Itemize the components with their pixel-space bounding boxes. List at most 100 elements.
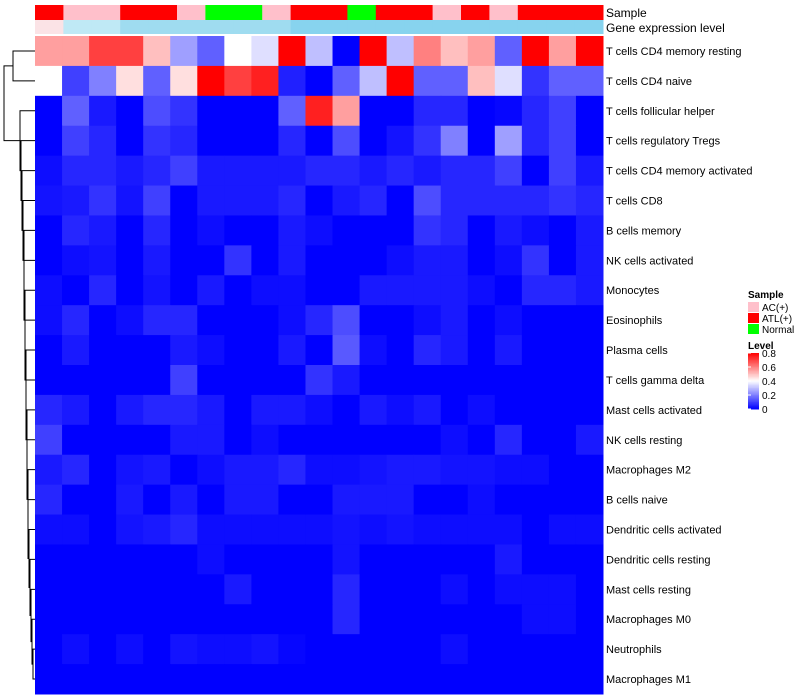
heatmap-cell	[224, 155, 252, 187]
heatmap-cell	[413, 185, 442, 216]
heatmap-cell	[224, 365, 252, 396]
heatmap-cell	[494, 574, 523, 605]
heatmap-cell	[305, 424, 334, 456]
level-bar-segment	[748, 368, 759, 371]
row-label: Macrophages M2	[606, 465, 691, 477]
heatmap-cell	[116, 514, 144, 545]
heatmap-cell	[467, 604, 496, 635]
heatmap-cell	[170, 394, 198, 426]
heatmap-cell	[332, 365, 361, 396]
level-bar-segment	[748, 354, 759, 357]
heatmap-cell	[494, 125, 523, 157]
heatmap-cell	[305, 245, 334, 276]
heatmap-cell	[251, 215, 279, 246]
heatmap-cell	[440, 454, 469, 486]
dendrogram-branch	[23, 259, 35, 321]
heatmap-cell	[494, 305, 523, 336]
gene-expression-annotation-cell	[489, 20, 519, 34]
heatmap-cell	[575, 365, 604, 396]
heatmap-cell	[359, 65, 388, 97]
heatmap-cell	[521, 65, 550, 97]
heatmap-cell	[305, 275, 334, 306]
heatmap-cell	[521, 484, 550, 516]
sample-annotation-cell	[404, 5, 434, 20]
heatmap-cell	[521, 335, 550, 366]
heatmap-cell	[305, 514, 334, 545]
heatmap-cell	[575, 454, 604, 486]
heatmap-cell	[440, 305, 469, 336]
heatmap-cell	[251, 185, 279, 216]
heatmap-cell	[197, 245, 225, 276]
heatmap-cell	[89, 95, 117, 127]
heatmap-cell	[35, 125, 63, 157]
heatmap-cell	[575, 125, 604, 157]
legend: Sample AC(+)ATL(+)Normal Level 0.8 0.6 0.4…	[748, 290, 794, 416]
heatmap-cell	[89, 215, 117, 246]
heatmap-cell	[278, 365, 306, 396]
level-bar-segment	[748, 406, 759, 409]
heatmap-cell	[548, 65, 577, 97]
level-bar-segment	[748, 357, 759, 360]
heatmap-cell	[359, 185, 388, 216]
heatmap-cell	[278, 514, 306, 545]
heatmap-cell	[359, 454, 388, 486]
row-label: Neutrophils	[606, 644, 662, 656]
heatmap-cell	[278, 544, 306, 575]
level-bar-segment	[748, 388, 759, 390]
heatmap-cell	[494, 544, 523, 575]
heatmap-cell	[143, 454, 171, 486]
heatmap-cell	[467, 95, 496, 127]
heatmap-cell	[386, 185, 415, 216]
gene-expression-annotation-cell	[290, 20, 320, 34]
heatmap-cell	[89, 305, 117, 336]
heatmap-cell	[170, 634, 198, 665]
heatmap-cell	[251, 335, 279, 366]
heatmap-cell	[386, 574, 415, 605]
heatmap-cell	[143, 484, 171, 516]
heatmap-cell	[440, 574, 469, 605]
heatmap-cell	[467, 484, 496, 516]
heatmap-cell	[548, 185, 577, 216]
heatmap-cell	[116, 215, 144, 246]
heatmap-cell	[332, 275, 361, 306]
heatmap-cell	[359, 664, 388, 695]
heatmap-cell	[278, 454, 306, 486]
heatmap-cell	[332, 95, 361, 127]
heatmap-cell	[251, 155, 279, 187]
heatmap-cell	[548, 484, 577, 516]
heatmap-cell	[143, 36, 171, 67]
heatmap-cell	[170, 514, 198, 545]
level-legend-title: Level	[748, 341, 774, 352]
heatmap-cell	[305, 394, 334, 426]
heatmap-cell	[305, 664, 334, 695]
level-bar-segment	[748, 381, 759, 383]
sample-legend-label: AC(+)	[762, 303, 788, 314]
heatmap-cell	[413, 664, 442, 695]
level-bar-segment	[748, 360, 759, 362]
heatmap-cell	[278, 125, 306, 157]
heatmap-cell	[521, 634, 550, 665]
level-bar-segment	[748, 362, 759, 365]
heatmap-cell	[332, 185, 361, 216]
heatmap-cell	[278, 335, 306, 366]
row-label: Plasma cells	[606, 345, 668, 357]
gene-expression-annotation-cell	[148, 20, 178, 34]
heatmap-cell	[224, 634, 252, 665]
heatmap-cell	[575, 95, 604, 127]
row-label: T cells regulatory Tregs	[606, 136, 721, 148]
level-tick-label: 0	[762, 405, 768, 416]
heatmap-cell	[494, 245, 523, 276]
heatmap-cell	[35, 155, 63, 187]
heatmap-cell	[251, 245, 279, 276]
heatmap-cell	[575, 424, 604, 456]
heatmap-cell	[521, 155, 550, 187]
sample-annotation-cell	[233, 5, 263, 20]
level-bar-segment	[748, 382, 759, 385]
heatmap-cell	[332, 604, 361, 635]
heatmap-cell	[440, 394, 469, 426]
sample-annotation-cell	[177, 5, 206, 20]
heatmap-cell	[143, 275, 171, 306]
level-bar-segment	[748, 402, 759, 404]
level-bar-segment	[748, 353, 759, 355]
dendrogram-branch	[12, 50, 35, 82]
